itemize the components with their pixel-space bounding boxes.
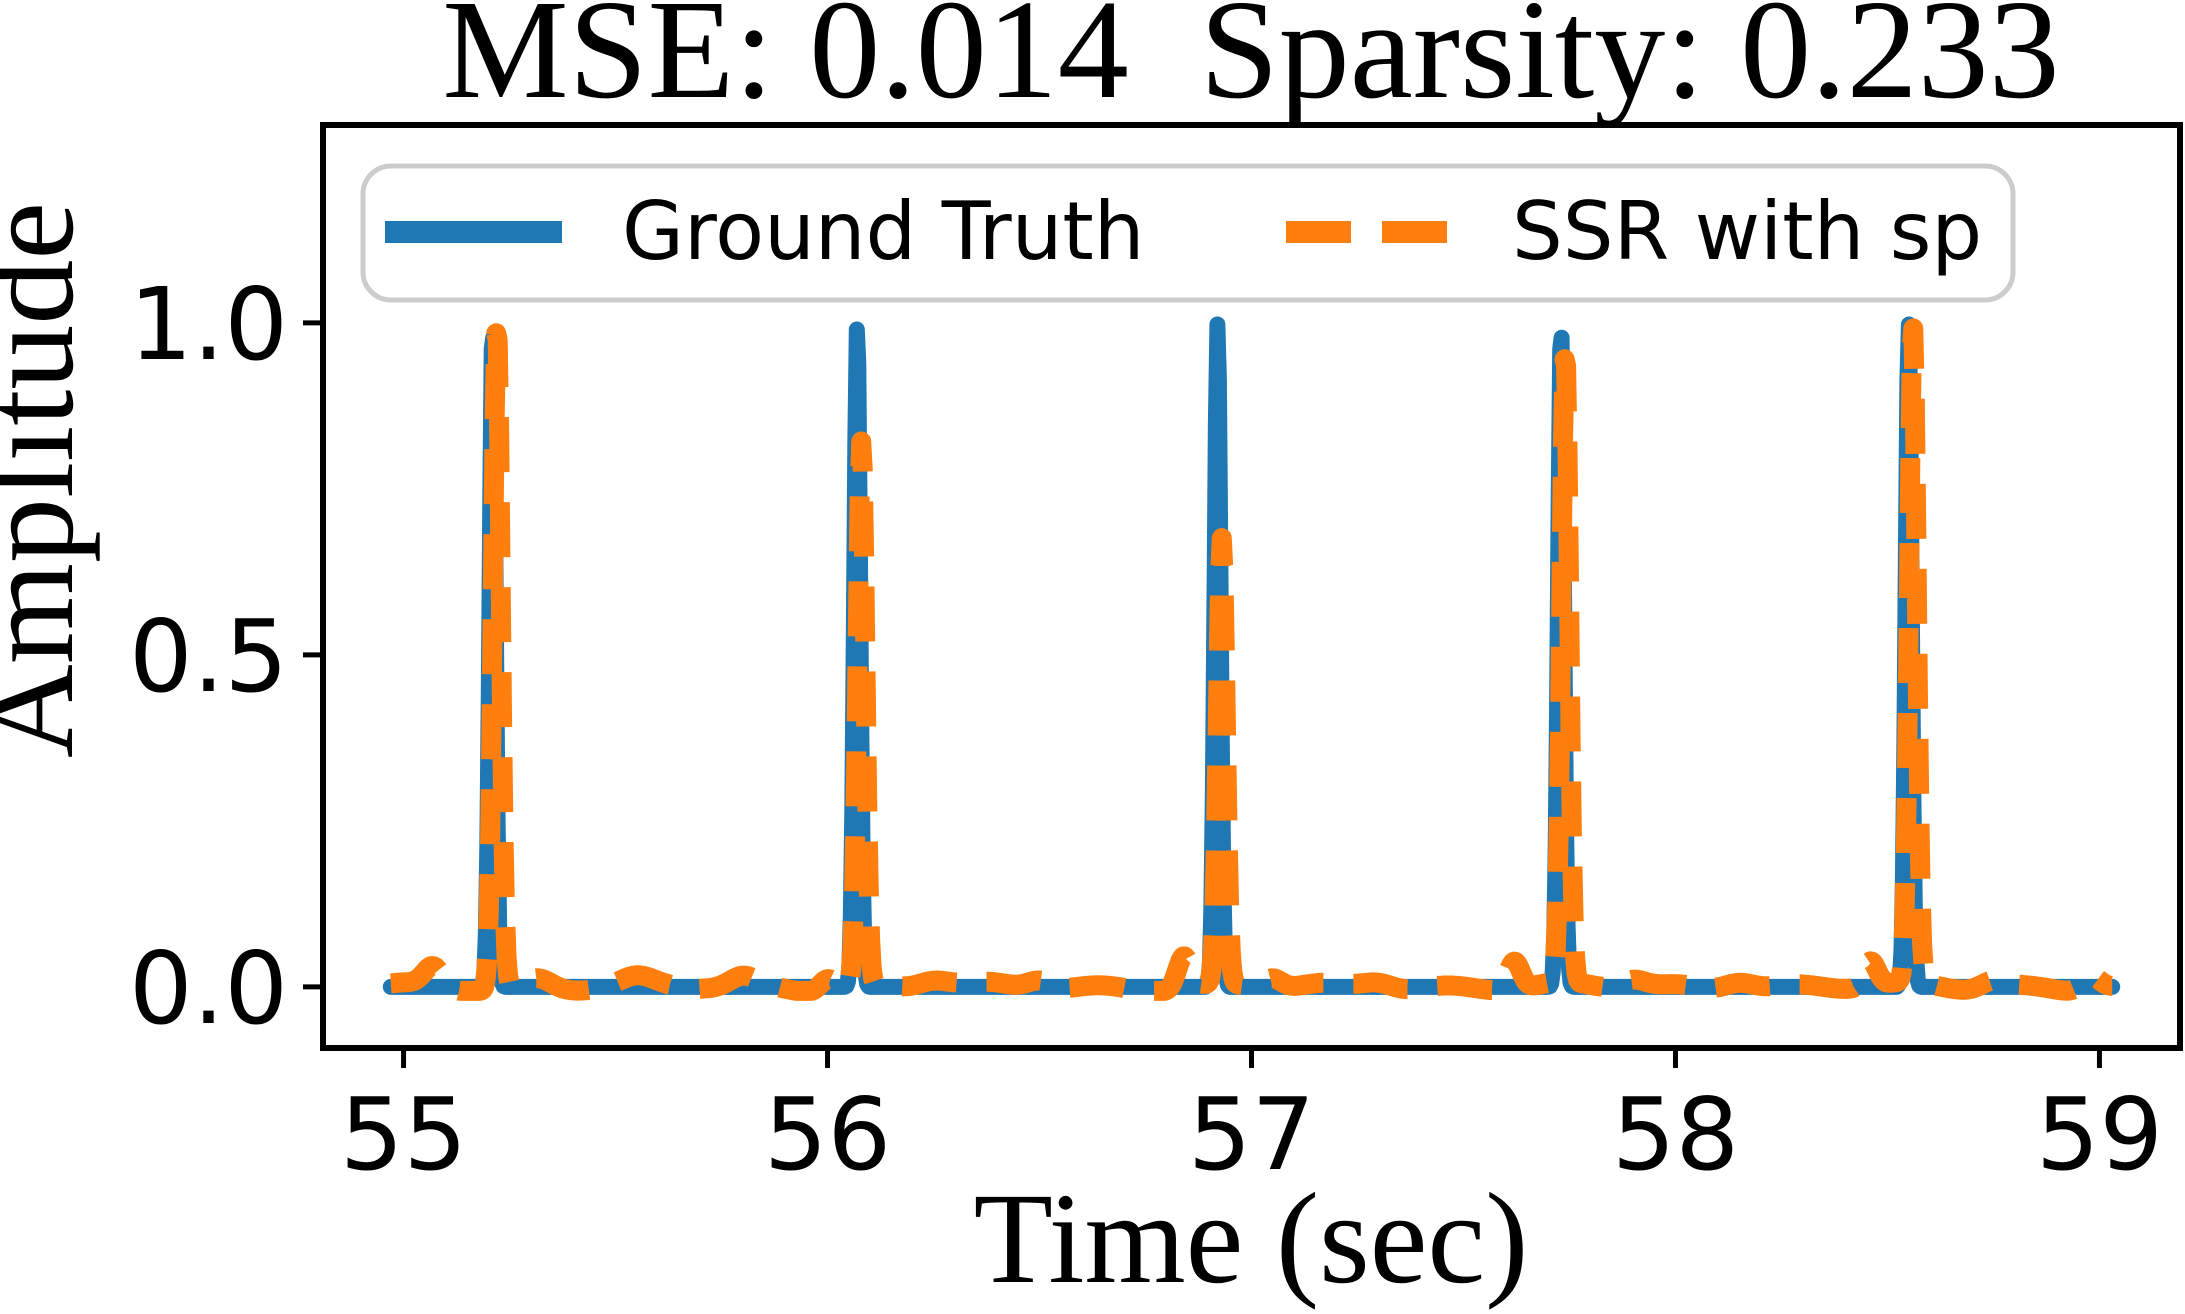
legend-label-ssr: SSR with sp — [1512, 185, 1982, 278]
x-tick-label: 56 — [764, 1076, 891, 1193]
x-tick-label: 57 — [1188, 1076, 1315, 1193]
legend-box — [360, 163, 2016, 303]
legend-label-ground-truth: Ground Truth — [622, 185, 1144, 278]
x-tick-label: 55 — [340, 1076, 467, 1193]
x-axis-label: Time (sec) — [974, 1167, 1529, 1311]
chart-title: MSE: 0.014 Sparsity: 0.233 — [442, 0, 2059, 128]
x-axis-tick-labels: 55 56 57 58 59 — [340, 1076, 2163, 1193]
y-tick-label: 1.0 — [129, 266, 288, 383]
y-tick-label: 0.0 — [129, 930, 288, 1047]
x-tick-label: 58 — [1612, 1076, 1739, 1193]
y-tick-label: 0.5 — [129, 598, 288, 715]
x-axis-ticks — [401, 1048, 2102, 1068]
y-axis-label: Amplitude — [0, 202, 101, 758]
y-axis-ticks — [303, 320, 323, 990]
y-axis-tick-labels: 0.0 0.5 1.0 — [129, 266, 288, 1047]
x-tick-label: 59 — [2036, 1076, 2163, 1193]
ssr-line — [382, 318, 2121, 1001]
legend: Ground Truth SSR with sp — [360, 163, 2016, 303]
